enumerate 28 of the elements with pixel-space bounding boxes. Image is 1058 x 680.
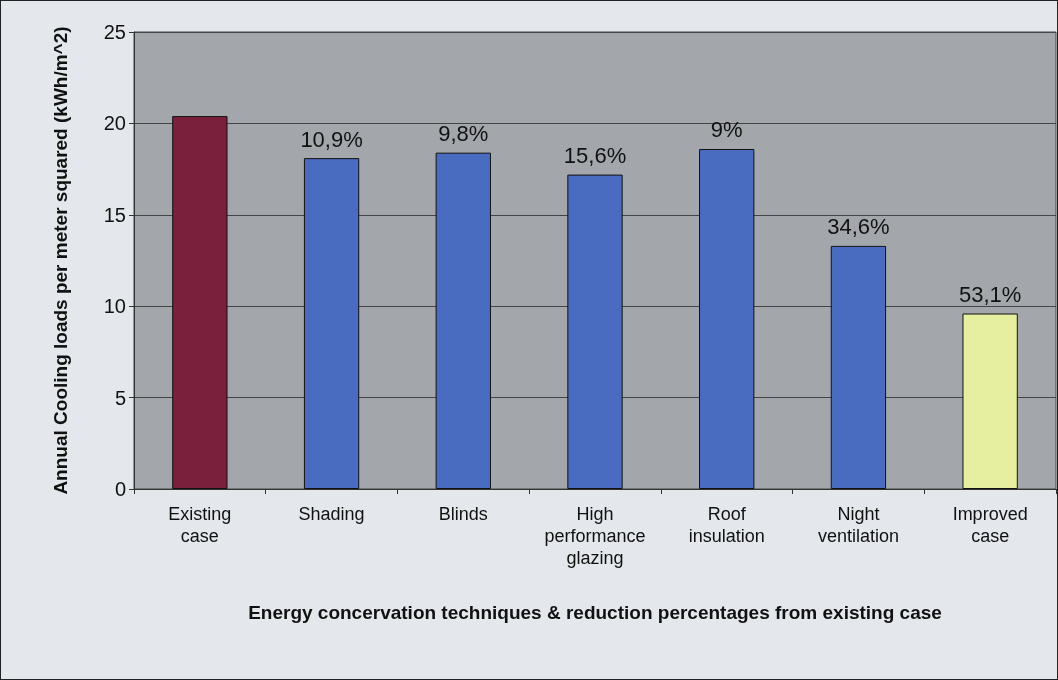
annotation: 9,8% — [438, 121, 489, 147]
annotation: 34,6% — [827, 214, 890, 240]
y-tick-label: 10 — [103, 295, 126, 318]
bar — [962, 313, 1018, 489]
x-tick-label: Blinds — [438, 504, 488, 524]
bar — [172, 116, 228, 489]
annotation: 15,6% — [563, 143, 627, 169]
annotation: 10,9% — [300, 126, 363, 152]
annotation: 53,1% — [958, 282, 1022, 308]
x-tick-label: Improved case — [952, 504, 1028, 546]
x-tick-label: Night ventilation — [817, 504, 899, 546]
y-tick-label: 0 — [114, 478, 126, 500]
x-tick-label: Shading — [298, 504, 365, 524]
bar — [303, 158, 360, 489]
bar — [567, 174, 623, 489]
x-tick-label: High performance glazing — [544, 504, 646, 568]
x-tick-label: Roof insulation — [688, 504, 765, 546]
y-tick-label: 20 — [103, 112, 126, 135]
y-tick-label: 5 — [114, 386, 126, 409]
bar — [830, 245, 887, 489]
y-tick-label: 25 — [103, 21, 126, 43]
y-tick-label: 15 — [103, 203, 126, 226]
x-axis-title: Energy concervation techniques & reduction percentages from existing case — [248, 601, 942, 623]
annotation: 9% — [710, 117, 743, 143]
y-axis-title: Annual Cooling loads per meter squared (kWh/m^2) — [49, 26, 71, 495]
bar — [435, 152, 491, 489]
x-tick-label: Existing case — [168, 504, 232, 546]
bar — [699, 148, 755, 489]
